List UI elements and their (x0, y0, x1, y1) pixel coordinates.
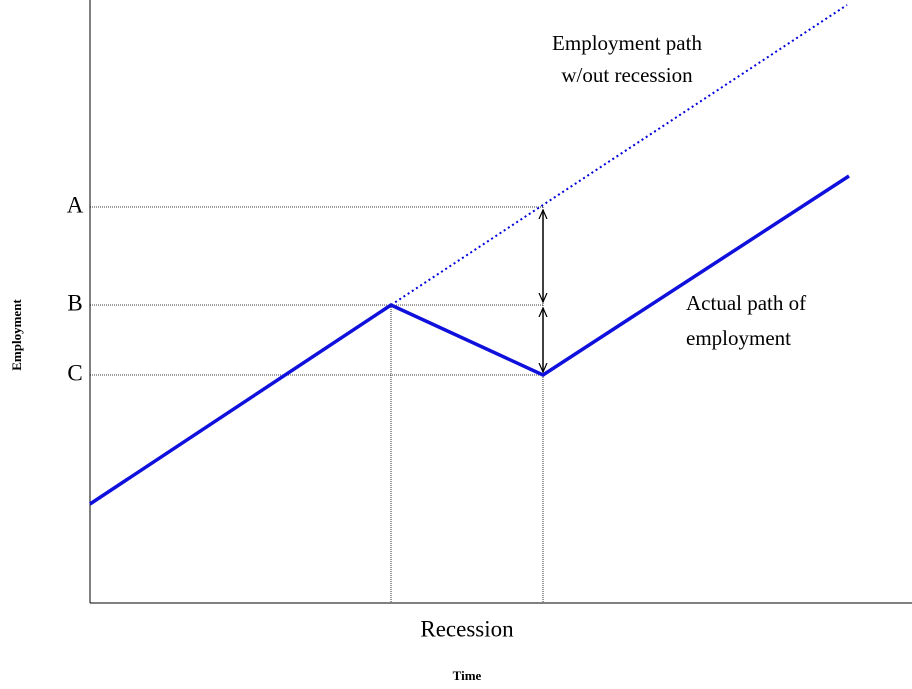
annotation: Actual path of (686, 291, 806, 315)
level-label: B (67, 290, 82, 315)
potential-path (390, 4, 848, 306)
x-axis-label: Time (453, 668, 482, 683)
level-label: A (67, 192, 84, 217)
y-axis-label: Employment (9, 299, 24, 371)
annotation: employment (686, 326, 791, 350)
period-label: Recession (420, 616, 514, 641)
annotation: w/out recession (561, 63, 693, 87)
annotation: Employment path (552, 31, 702, 55)
actual-path (89, 174, 850, 506)
level-label: C (67, 360, 82, 385)
